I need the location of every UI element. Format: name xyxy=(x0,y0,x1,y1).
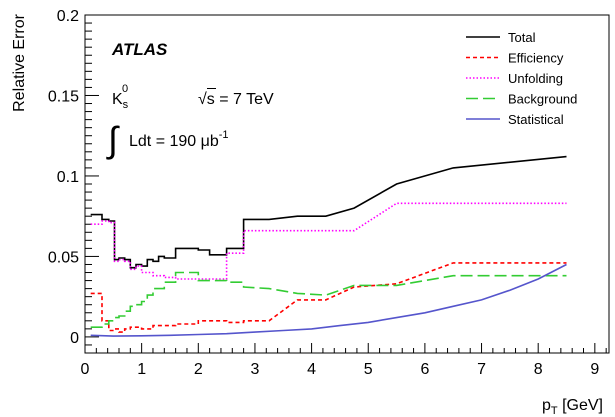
plot-frame xyxy=(84,14,610,354)
atlas-label: ATLAS xyxy=(111,40,168,59)
legend-label-efficiency: Efficiency xyxy=(508,51,564,66)
particle-label-main: K xyxy=(112,91,123,108)
x-tick-label: 7 xyxy=(477,361,486,378)
particle-label-sub: s xyxy=(123,99,129,111)
particle-label: Ks xyxy=(112,91,129,111)
y-tick-label: 0.15 xyxy=(48,88,79,105)
luminosity-label-sup: -1 xyxy=(219,129,229,141)
y-tick-label: 0 xyxy=(70,330,79,347)
x-tick-label: 8 xyxy=(534,361,543,378)
integral-symbol: ∫ xyxy=(106,119,120,160)
series-total-line xyxy=(90,155,567,269)
x-axis-label: pT [GeV] xyxy=(542,397,603,417)
x-tick-label: 0 xyxy=(81,361,90,378)
legend-label-statistical: Statistical xyxy=(508,112,564,127)
series-efficiency-line xyxy=(90,262,567,333)
x-tick-label: 4 xyxy=(307,361,316,378)
x-tick-label: 9 xyxy=(590,361,599,378)
y-axis-label: Relative Error xyxy=(11,13,28,111)
axis-ticks xyxy=(84,14,607,353)
y-tick-label: 0.1 xyxy=(57,169,79,186)
legend: Total Efficiency Unfolding Background Statis… xyxy=(466,30,577,127)
series-background-line xyxy=(90,271,567,329)
x-tick-label: 5 xyxy=(364,361,373,378)
axis-tick-labels: 0 1 2 3 4 5 6 7 8 9 0 0.05 0.1 0.15 0.2 xyxy=(48,8,600,378)
x-axis-label-sub: T xyxy=(551,405,558,417)
y-tick-label: 0.2 xyxy=(57,8,79,25)
y-tick-label: 0.05 xyxy=(48,249,79,266)
energy-label: √s = 7 TeV xyxy=(198,91,274,108)
x-tick-label: 2 xyxy=(194,361,203,378)
x-tick-label: 3 xyxy=(250,361,259,378)
x-axis-label-main: p xyxy=(542,397,551,414)
luminosity-label-main: Ldt = 190 μb xyxy=(129,133,219,150)
energy-label-value: s = 7 TeV xyxy=(207,91,274,108)
x-axis-label-unit: [GeV] xyxy=(558,397,603,414)
x-tick-label: 6 xyxy=(420,361,429,378)
luminosity-label: Ldt = 190 μb-1 xyxy=(129,129,229,150)
particle-label-sup: 0 xyxy=(122,83,128,95)
energy-label-root: √ xyxy=(198,91,207,108)
x-tick-label: 1 xyxy=(137,361,146,378)
series-unfolding-line xyxy=(90,202,567,280)
series-statistical-line xyxy=(90,263,567,337)
series-group xyxy=(90,155,567,337)
legend-label-background: Background xyxy=(508,92,577,107)
legend-label-total: Total xyxy=(508,30,536,45)
legend-label-unfolding: Unfolding xyxy=(508,71,563,86)
